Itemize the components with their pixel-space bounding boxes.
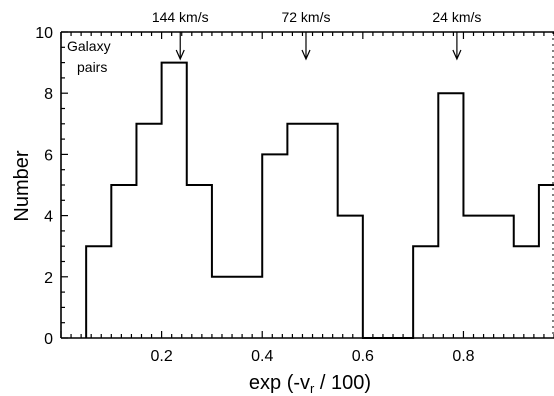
x-tick-label: 0.6	[352, 348, 374, 365]
velocity-annotation-label: 24 km/s	[432, 9, 481, 25]
x-axis-title-sub: r	[310, 381, 315, 396]
histogram-outline	[85, 61, 554, 339]
y-tick-label: 6	[44, 147, 53, 164]
histogram-bar	[489, 216, 514, 338]
histogram-bar	[262, 154, 287, 338]
y-tick-label: 8	[44, 86, 53, 103]
x-tick-label: 0.8	[452, 348, 474, 365]
x-tick-label: 0.4	[251, 348, 273, 365]
histogram-bar	[438, 93, 463, 338]
histogram-bar	[187, 185, 212, 338]
histogram-bar	[287, 124, 312, 338]
velocity-annotation-label: 144 km/s	[152, 9, 209, 25]
x-tick-label: 0.2	[150, 348, 172, 365]
y-tick-label: 0	[44, 331, 53, 348]
annotation-arrow-head	[301, 49, 311, 61]
inset-label-line2: pairs	[77, 59, 107, 75]
y-axis-title: Number	[11, 150, 33, 221]
histogram-bar	[162, 63, 187, 338]
histogram-bar	[313, 124, 338, 338]
x-axis-title-tail: / 100)	[314, 372, 371, 394]
histogram-bar	[338, 216, 363, 338]
x-axis-title-main: exp (-v	[249, 372, 310, 394]
velocity-annotations: 144 km/s 72 km/s 24 km/s	[152, 9, 481, 61]
histogram-bar	[136, 124, 161, 338]
histogram-bars	[85, 61, 554, 339]
inset-label-line1: Galaxy	[67, 38, 111, 54]
velocity-annotation-label: 72 km/s	[281, 9, 330, 25]
histogram-bar	[111, 185, 136, 338]
histogram-bar	[514, 246, 539, 338]
y-tick-label: 10	[35, 25, 53, 42]
histogram-bar	[237, 277, 262, 338]
histogram-bar	[86, 246, 111, 338]
histogram-bar	[212, 277, 237, 338]
y-tick-label: 4	[44, 209, 53, 226]
x-axis-title: exp (-vr / 100)	[249, 372, 371, 396]
y-tick-label: 2	[44, 270, 53, 287]
histogram-bar	[539, 185, 554, 338]
histogram-bar	[413, 246, 438, 338]
axis-ticks: 0 2 4 6 8 10 0.2 0.4 0.6 0.8	[35, 25, 554, 365]
annotation-arrow-head	[452, 49, 462, 61]
histogram-bar	[463, 216, 488, 338]
annotation-arrow-head	[175, 49, 185, 61]
